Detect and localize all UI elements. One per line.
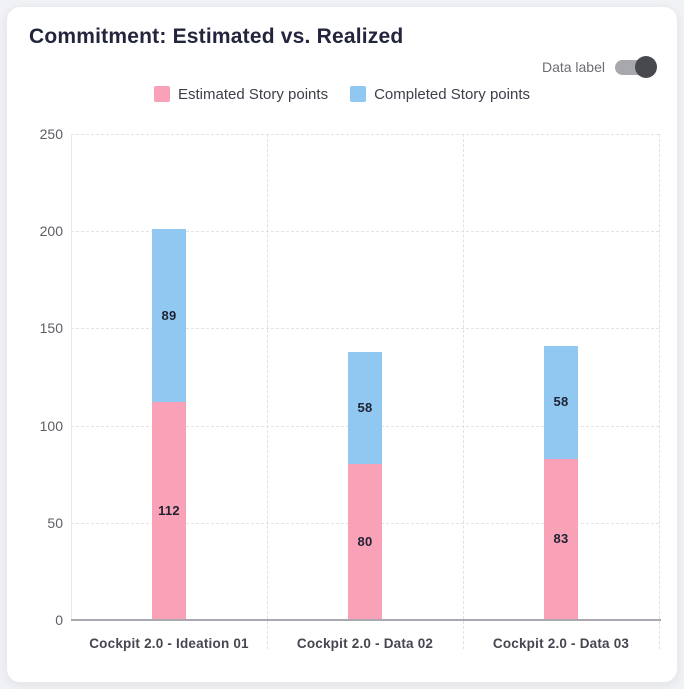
bar-value-label: 58	[357, 400, 373, 416]
data-label-toggle-row: Data label	[541, 55, 657, 79]
bar-segment[interactable]	[348, 351, 382, 465]
legend-swatch-icon	[154, 86, 170, 102]
data-label-toggle-label: Data label	[541, 59, 605, 75]
y-axis-tick-label: 250	[39, 126, 63, 142]
bar-value-label: 112	[158, 503, 180, 519]
gridline-horizontal	[71, 328, 659, 330]
bar-segment[interactable]	[152, 229, 186, 403]
bar-value-label: 89	[161, 307, 177, 323]
legend-label: Completed Story points	[374, 85, 530, 103]
x-axis-label: Cockpit 2.0 - Data 02	[296, 636, 434, 651]
legend-item[interactable]: Completed Story points	[350, 86, 530, 103]
y-axis-tick-label: 100	[39, 417, 63, 434]
data-label-toggle[interactable]	[615, 56, 657, 78]
x-axis-label: Cockpit 2.0 - Ideation 01	[89, 636, 249, 651]
bar-value-label: 58	[553, 394, 569, 410]
chart-card: Commitment: Estimated vs. Realized Data …	[6, 6, 678, 683]
bar-segment[interactable]	[544, 458, 578, 620]
legend-swatch-icon	[350, 86, 367, 102]
bar-value-label: 83	[553, 531, 569, 547]
y-axis-tick-label: 150	[39, 320, 63, 337]
chart-plot: 0 50 100 150 200 250 112 89 Cockpit 2.0 - Ideati…	[7, 7, 677, 682]
y-axis-tick-label: 200	[39, 223, 63, 240]
toggle-knob-icon	[635, 56, 657, 78]
bar-value-label: 80	[357, 534, 373, 550]
bar-segment[interactable]	[544, 345, 578, 459]
bar-segment[interactable]	[348, 464, 382, 620]
y-axis-tick-label: 0	[55, 612, 63, 628]
bar-segment[interactable]	[152, 402, 186, 620]
gridline-vertical	[659, 134, 660, 649]
gridline-horizontal	[71, 231, 659, 233]
x-axis-line	[71, 619, 661, 621]
legend-item[interactable]: Estimated Story points	[154, 86, 328, 103]
y-axis-tick-label: 50	[47, 514, 63, 531]
gridline-horizontal	[71, 134, 659, 135]
chart-title: Commitment: Estimated vs. Realized	[29, 25, 404, 48]
y-axis-line	[71, 134, 72, 620]
gridline-vertical	[463, 134, 464, 649]
x-axis-label: Cockpit 2.0 - Data 03	[492, 636, 630, 651]
chart-legend: Estimated Story points Completed Story po…	[7, 84, 677, 104]
legend-label: Estimated Story points	[178, 85, 329, 103]
gridline-vertical	[267, 134, 268, 649]
